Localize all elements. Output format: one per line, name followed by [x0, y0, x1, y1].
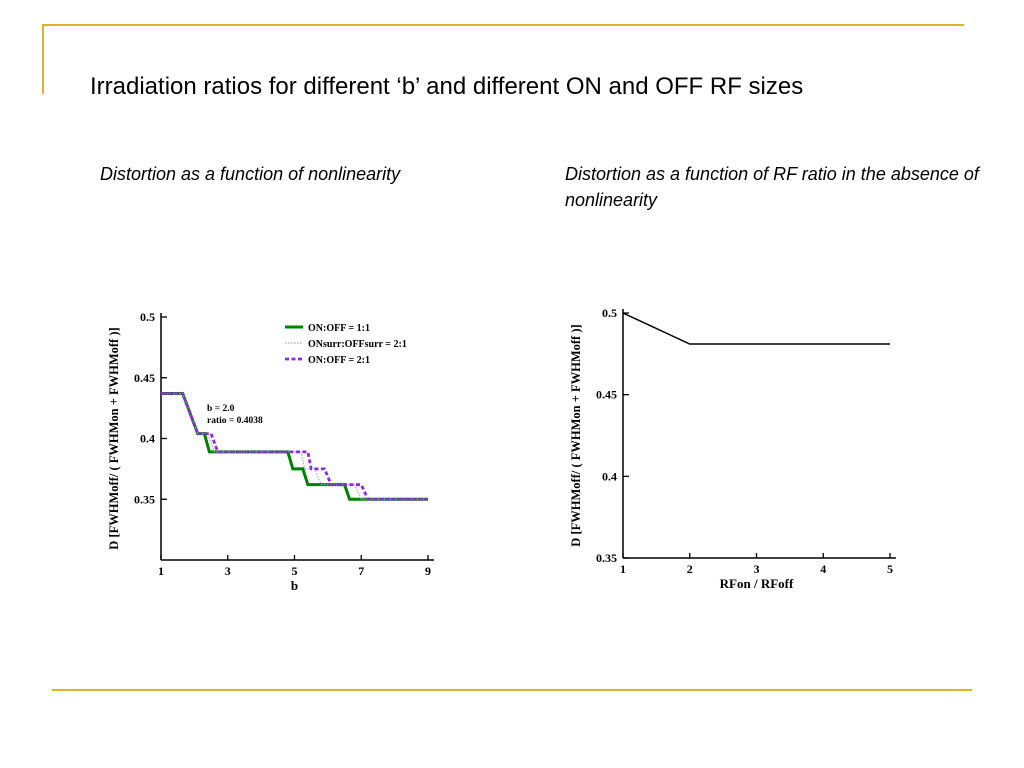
y-tick-label: 0.35	[134, 492, 155, 506]
annotation-text: b = 2.0	[207, 404, 235, 414]
x-tick-label: 5	[292, 564, 298, 578]
y-tick-label: 0.5	[140, 310, 155, 324]
top-accent-line	[42, 24, 964, 26]
series-line-1	[161, 392, 428, 501]
x-axis-label: RFon / RFoff	[720, 576, 794, 591]
slide-title: Irradiation ratios for different ‘b’ and…	[90, 73, 804, 100]
x-tick-label: 4	[820, 562, 826, 576]
x-tick-label: 7	[358, 564, 364, 578]
y-axis-label: D [FWHMoff/ ( FWHMon + FWHMoff )]	[107, 327, 121, 549]
y-tick-label: 0.5	[602, 306, 617, 320]
bottom-accent-line	[52, 689, 972, 691]
y-tick-label: 0.35	[596, 551, 617, 565]
x-tick-label: 1	[620, 562, 626, 576]
x-tick-label: 2	[687, 562, 693, 576]
y-tick-label: 0.4	[140, 432, 155, 446]
left-subtitle: Distortion as a function of nonlinearity	[100, 164, 401, 184]
left-accent-line	[42, 24, 44, 94]
legend-label-2: ONsurr:OFFsurr = 2:1	[308, 339, 407, 350]
legend-label-3: ON:OFF = 2:1	[308, 355, 370, 366]
x-tick-label: 1	[158, 564, 164, 578]
legend-label-1: ON:OFF = 1:1	[308, 323, 370, 334]
series-line-2	[161, 392, 428, 500]
x-tick-label: 3	[225, 564, 231, 578]
series-line-3	[161, 392, 428, 501]
y-tick-label: 0.45	[134, 371, 155, 385]
x-tick-label: 9	[425, 564, 431, 578]
x-tick-label: 5	[887, 562, 893, 576]
y-tick-label: 0.4	[602, 469, 617, 483]
x-axis-label: b	[291, 578, 298, 593]
x-tick-label: 3	[754, 562, 760, 576]
annotation-text: ratio = 0.4038	[207, 416, 263, 426]
series-line-1	[622, 312, 890, 345]
y-axis-label: D [FWHMoff/ ( FWHMon + FWHMoff )]	[569, 324, 583, 546]
right-subtitle: Distortion as a function of RF ratio in …	[565, 164, 979, 210]
y-tick-label: 0.45	[596, 388, 617, 402]
